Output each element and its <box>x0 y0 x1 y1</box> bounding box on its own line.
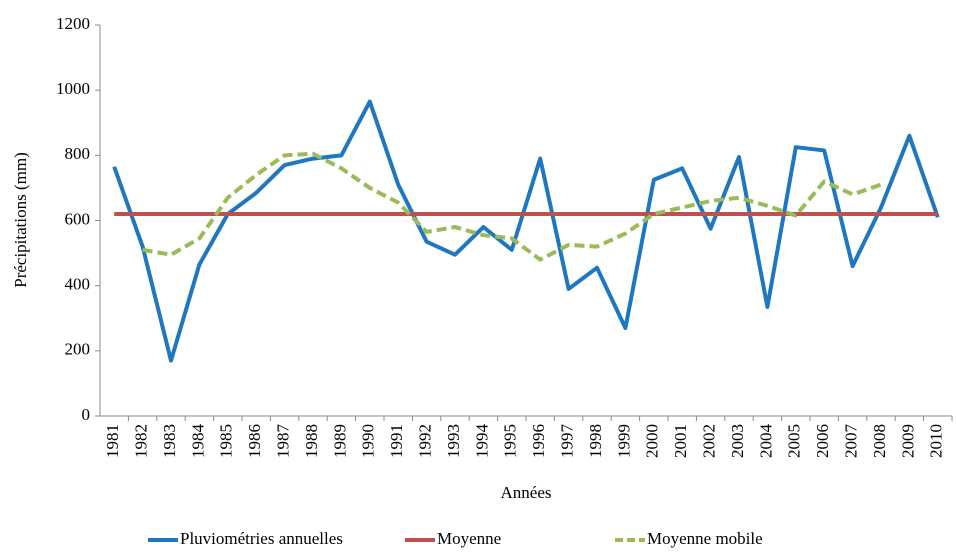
x-tick-label: 1989 <box>330 424 349 458</box>
y-tick-label: 400 <box>65 275 91 294</box>
y-axis-label: Précipitations (mm) <box>11 152 30 288</box>
y-tick-label: 1000 <box>56 79 90 98</box>
y-tick-label: 1200 <box>56 14 90 33</box>
y-tick-label: 200 <box>65 340 91 359</box>
x-tick-label: 1996 <box>529 424 548 458</box>
x-tick-label: 2008 <box>870 424 889 458</box>
series-line <box>112 99 940 363</box>
x-tick-label: 2006 <box>813 424 832 458</box>
x-tick-label: 2009 <box>898 424 917 458</box>
x-tick-label: 2007 <box>842 424 861 459</box>
y-tick-label: 800 <box>65 144 91 163</box>
x-tick-label: 1987 <box>274 424 293 459</box>
x-tick-label: 1981 <box>103 424 122 458</box>
y-tick-label: 0 <box>82 405 91 424</box>
x-tick-label: 2010 <box>927 424 946 458</box>
x-tick-label: 2003 <box>728 424 747 458</box>
x-tick-label: 1988 <box>302 424 321 458</box>
legend-label: Pluviométries annuelles <box>180 529 343 548</box>
x-tick-label: 1986 <box>245 424 264 458</box>
legend-label: Moyenne mobile <box>647 529 763 548</box>
x-tick-label: 1992 <box>416 424 435 458</box>
x-tick-label: 1984 <box>188 424 207 459</box>
x-tick-label: 1997 <box>558 424 577 459</box>
x-tick-label: 1998 <box>586 424 605 458</box>
x-tick-label: 1990 <box>359 424 378 458</box>
x-tick-label: 1985 <box>217 424 236 458</box>
y-tick-label: 600 <box>65 209 91 228</box>
x-tick-label: 1995 <box>501 424 520 458</box>
x-tick-label: 2002 <box>700 424 719 458</box>
x-tick-label: 2005 <box>785 424 804 458</box>
x-tick-label: 1994 <box>472 424 491 459</box>
x-tick-label: 1991 <box>387 424 406 458</box>
x-tick-label: 1982 <box>132 424 151 458</box>
x-tick-label: 2004 <box>756 424 775 459</box>
x-tick-label: 1983 <box>160 424 179 458</box>
x-tick-label: 2001 <box>671 424 690 458</box>
legend-label: Moyenne <box>437 529 501 548</box>
x-tick-label: 1999 <box>614 424 633 458</box>
x-tick-label: 1993 <box>444 424 463 458</box>
x-axis-label: Années <box>501 483 552 502</box>
series-line <box>142 151 882 262</box>
x-tick-label: 2000 <box>643 424 662 458</box>
